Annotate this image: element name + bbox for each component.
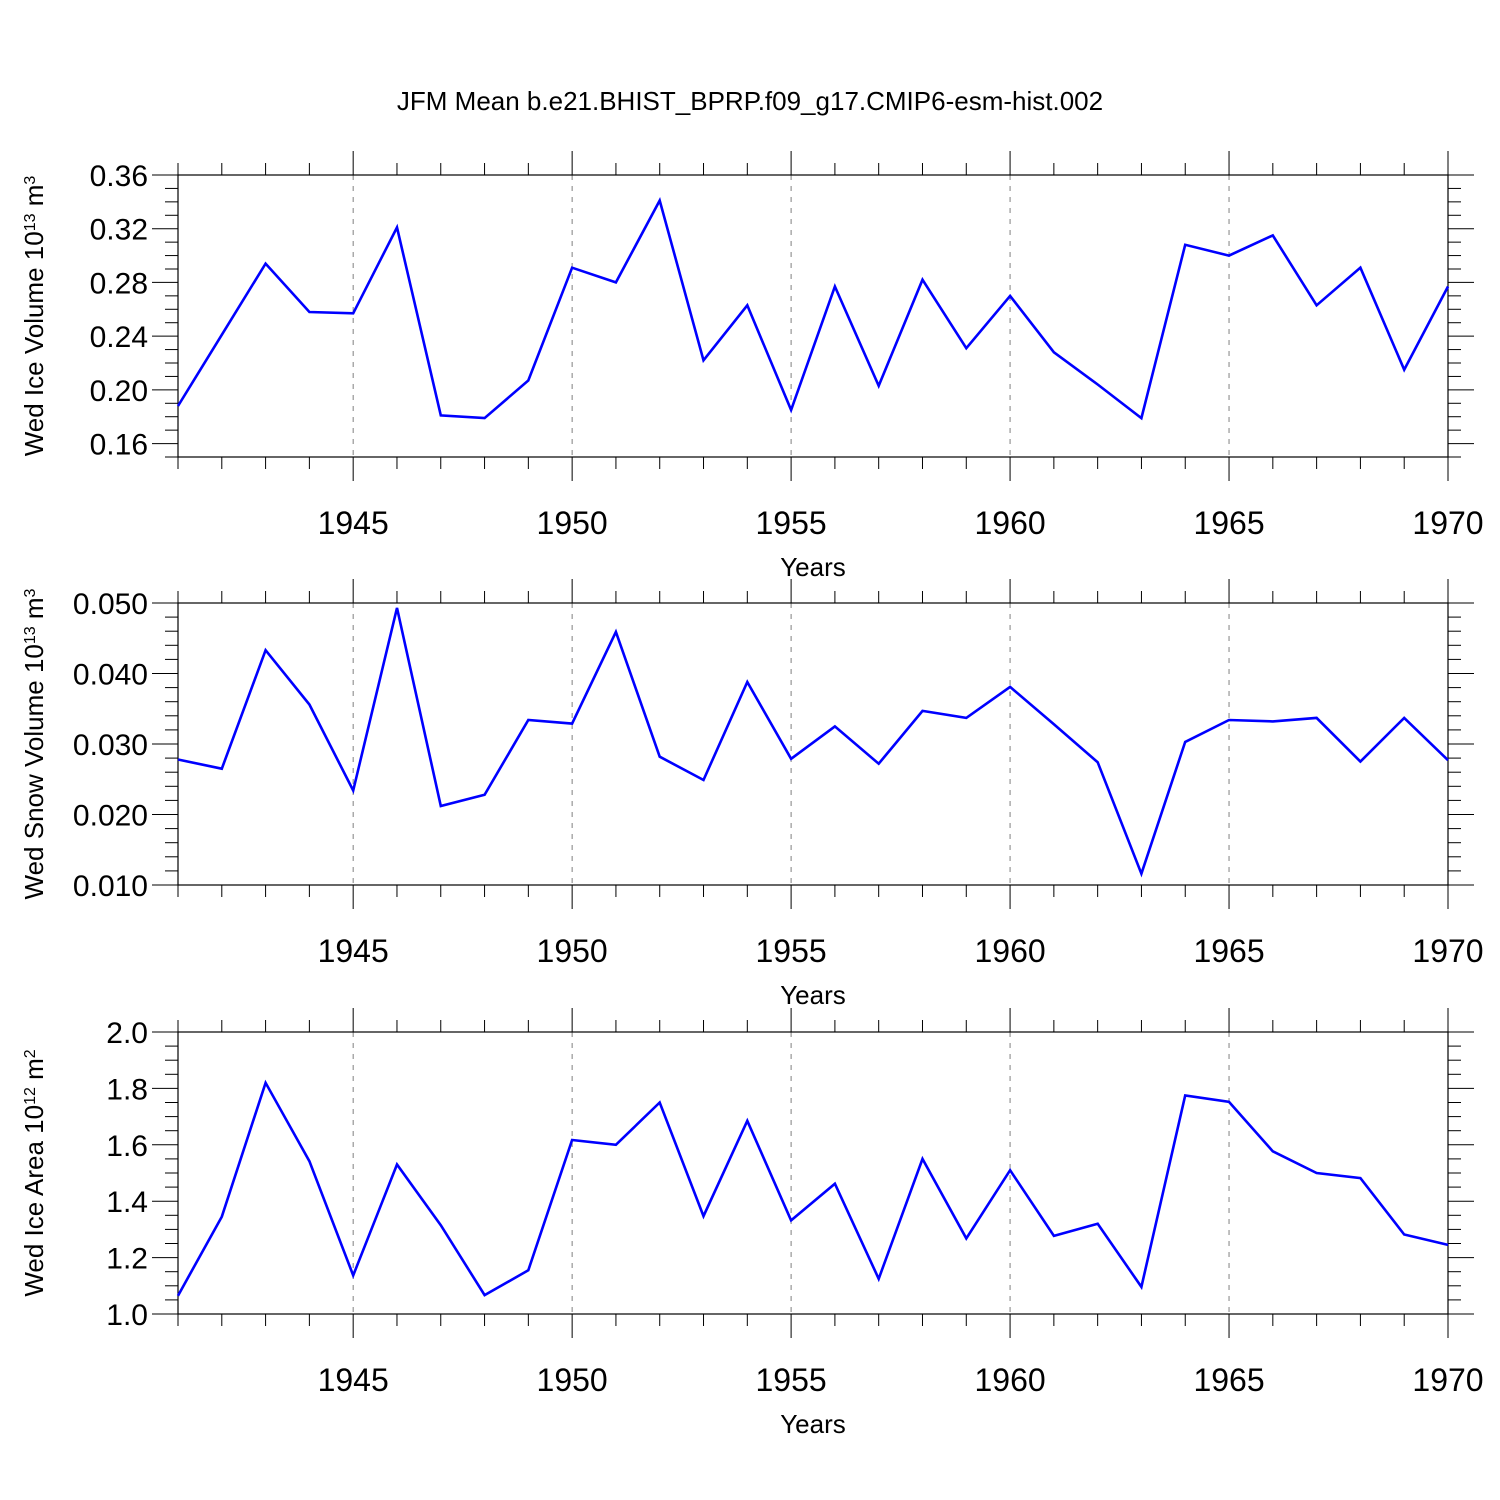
y-axis-label-superscript: 12 <box>22 1087 39 1105</box>
x-tick-label: 1955 <box>756 1362 827 1398</box>
x-tick-label: 1970 <box>1412 1362 1483 1398</box>
y-tick-label: 0.32 <box>90 214 148 247</box>
y-tick-label: 0.16 <box>90 429 148 462</box>
y-tick-label: 0.20 <box>90 375 148 408</box>
x-tick-label: 1970 <box>1412 933 1483 969</box>
y-tick-label: 1.2 <box>106 1243 148 1276</box>
y-tick-label: 0.030 <box>73 729 148 762</box>
y-tick-label: 0.050 <box>73 588 148 621</box>
y-tick-label: 0.24 <box>90 321 148 354</box>
y-axis-label-part: m <box>19 597 49 626</box>
x-axis-label: Years <box>780 980 846 1010</box>
y-axis-label-superscript: 13 <box>22 213 39 231</box>
y-tick-label: 0.010 <box>73 870 148 903</box>
y-axis-label-superscript: 3 <box>22 588 39 597</box>
y-tick-label: 0.040 <box>73 659 148 692</box>
x-tick-label: 1965 <box>1193 933 1264 969</box>
y-axis-label-part: Wed Snow Volume 10 <box>19 644 49 899</box>
x-axis-label: Years <box>780 552 846 582</box>
y-tick-label: 0.28 <box>90 267 148 300</box>
data-series-line <box>176 197 1450 421</box>
data-series-line <box>176 1079 1449 1297</box>
x-tick-label: 1960 <box>974 933 1045 969</box>
x-tick-label: 1960 <box>974 505 1045 541</box>
x-tick-label: 1945 <box>318 505 389 541</box>
y-tick-label: 1.0 <box>106 1299 148 1332</box>
chart-panel-3: 1.0 1.2 1.4 1.6 1.8 2.0 1945 1950 1955 1960 1965 19… <box>19 1008 1484 1439</box>
x-tick-label: 1955 <box>756 933 827 969</box>
y-axis-label-part: Wed Ice Volume 10 <box>19 231 49 456</box>
y-tick-label: 1.4 <box>106 1186 148 1219</box>
y-axis-label-superscript: 2 <box>22 1049 39 1058</box>
y-axis-label: Wed Ice Volume 1013 m3 <box>19 176 49 457</box>
plot-frame <box>177 174 1449 458</box>
x-tick-label: 1970 <box>1412 505 1483 541</box>
y-tick-label: 0.020 <box>73 800 148 833</box>
x-axis-label: Years <box>780 1409 846 1439</box>
y-tick-label: 2.0 <box>106 1017 148 1050</box>
data-series-line <box>177 607 1449 878</box>
y-axis-label-part: m <box>19 185 49 214</box>
x-tick-label: 1950 <box>537 933 608 969</box>
x-tick-label: 1950 <box>537 1362 608 1398</box>
x-tick-label: 1955 <box>756 505 827 541</box>
y-axis-label-superscript: 13 <box>22 626 39 644</box>
y-axis-label-superscript: 3 <box>22 176 39 185</box>
x-tick-label: 1945 <box>318 933 389 969</box>
y-tick-label: 1.8 <box>106 1073 148 1106</box>
chart-panel-1: 0.16 0.20 0.24 0.28 0.32 0.36 1945 1950 1955 1960… <box>19 151 1484 582</box>
x-tick-label: 1965 <box>1193 505 1264 541</box>
y-tick-label: 1.6 <box>106 1130 148 1163</box>
plot-frame <box>177 1031 1449 1315</box>
y-tick-label: 0.36 <box>90 160 148 193</box>
figure-title: JFM Mean b.e21.BHIST_BPRP.f09_g17.CMIP6-… <box>396 86 1104 116</box>
x-tick-label: 1945 <box>318 1362 389 1398</box>
x-tick-label: 1965 <box>1193 1362 1264 1398</box>
y-axis-label: Wed Snow Volume 1013 m3 <box>19 588 49 899</box>
x-tick-label: 1950 <box>537 505 608 541</box>
chart-panel-2: 0.010 0.020 0.030 0.040 0.050 1945 1950 1955 196… <box>19 579 1484 1010</box>
y-axis-label-part: m <box>19 1058 49 1087</box>
y-axis-label: Wed Ice Area 1012 m2 <box>19 1049 49 1296</box>
y-axis-label-part: Wed Ice Area 10 <box>19 1105 49 1297</box>
x-tick-label: 1960 <box>974 1362 1045 1398</box>
